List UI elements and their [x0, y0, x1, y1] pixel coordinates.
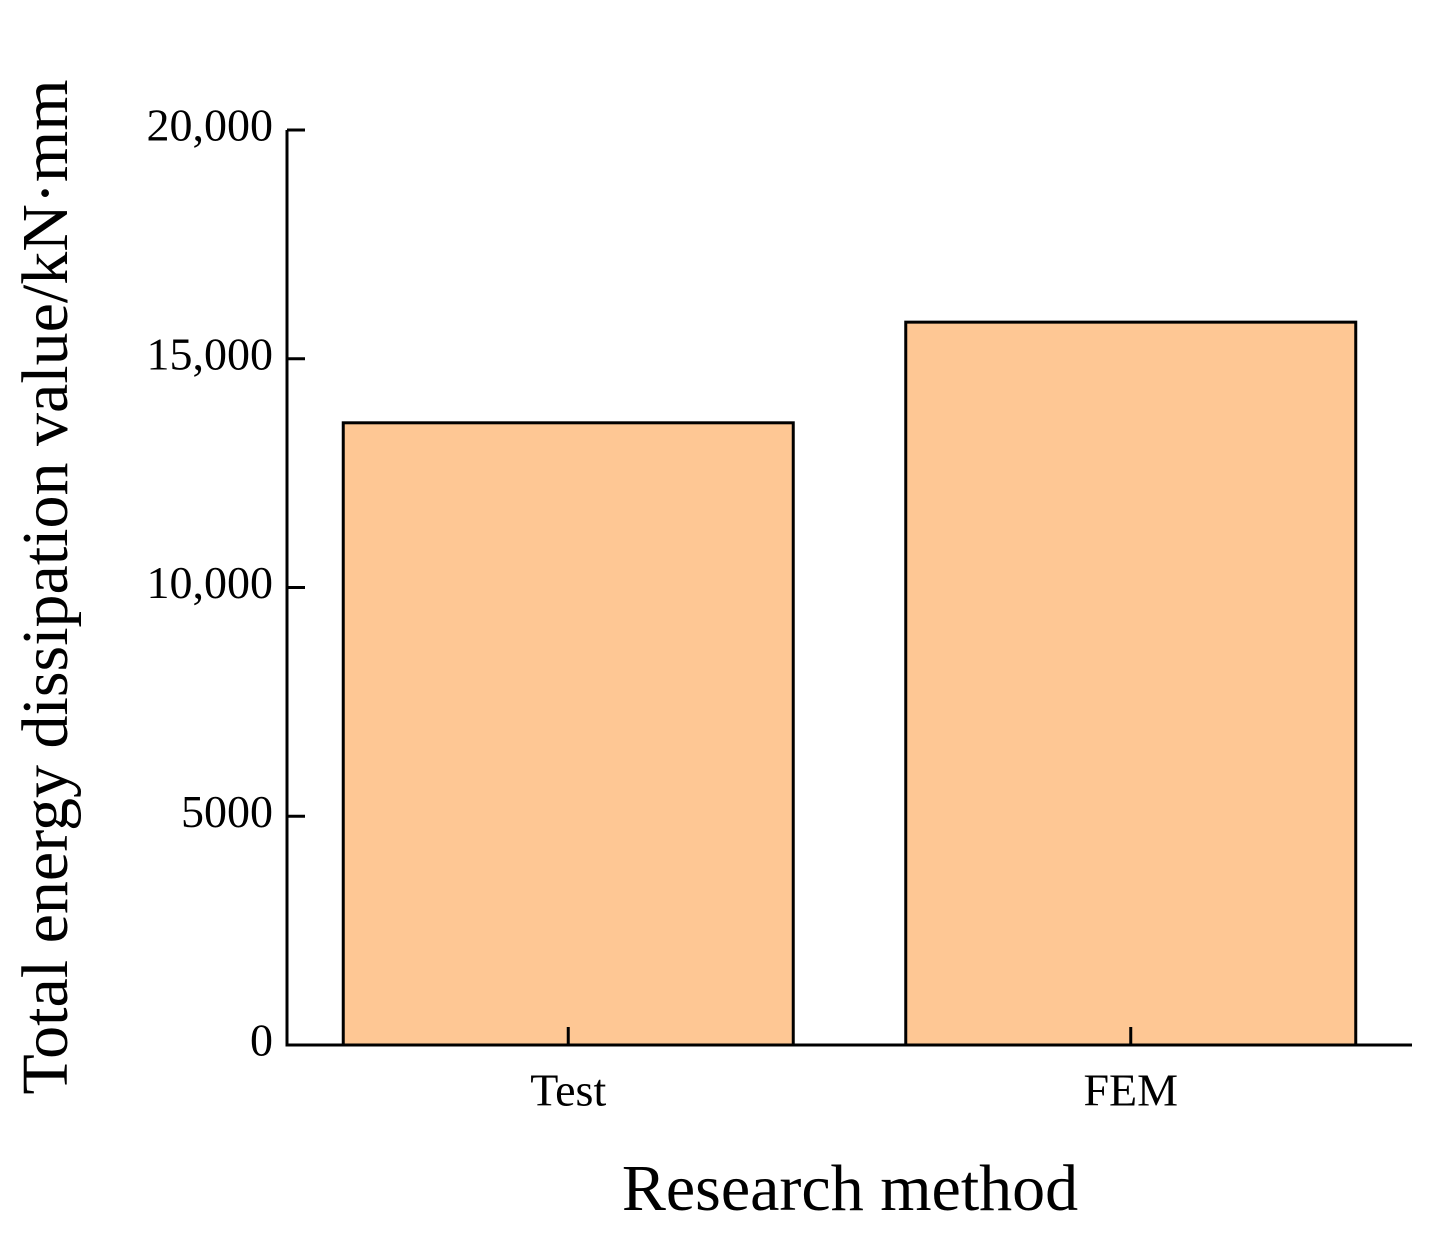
- x-tick-label: Test: [530, 1065, 606, 1116]
- y-axis-title: Total energy dissipation value/kN·mm: [9, 79, 82, 1094]
- y-tick-label: 5000: [181, 786, 273, 837]
- y-tick-label: 20,000: [147, 100, 274, 151]
- bar: [904, 320, 1358, 1047]
- y-tick-label: 15,000: [147, 328, 274, 379]
- x-tick-label: FEM: [1083, 1065, 1178, 1116]
- y-tick-label: 10,000: [147, 557, 274, 608]
- bar: [341, 421, 795, 1047]
- x-axis-title: Research method: [622, 1152, 1078, 1225]
- y-tick-label: 0: [250, 1015, 273, 1066]
